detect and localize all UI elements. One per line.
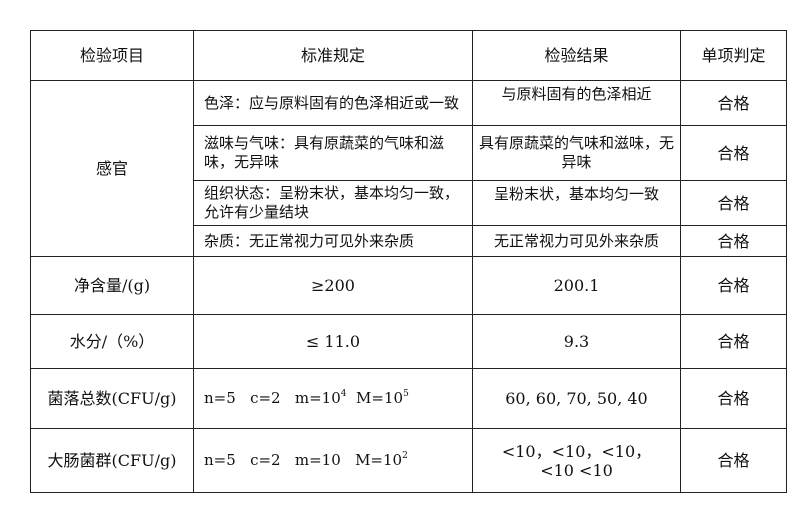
judgment-cell: 合格 (680, 256, 787, 315)
judgment-cell: 合格 (680, 80, 787, 126)
result-cell: 呈粉末状，基本均匀一致 (472, 180, 681, 226)
judgment-cell: 合格 (680, 428, 787, 493)
standard-cell: ≤ 11.0 (193, 314, 473, 369)
header-judgment: 单项判定 (680, 30, 787, 81)
header-result: 检验结果 (472, 30, 681, 81)
judgment-cell: 合格 (680, 368, 787, 429)
result-cell: 与原料固有的色泽相近 (472, 80, 681, 126)
table-row: 组织状态：呈粉末状，基本均匀一致，允许有少量结块 呈粉末状，基本均匀一致 合格 (31, 180, 787, 226)
standard-cell: 色泽：应与原料固有的色泽相近或一致 (193, 80, 473, 126)
inspection-table: 检验项目 标准规定 检验结果 单项判定 感官 色泽：应与原料固有的色泽相近或一致… (30, 30, 787, 493)
header-item: 检验项目 (30, 30, 194, 81)
header-row: 检验项目 标准规定 检验结果 单项判定 (30, 30, 787, 81)
table-row: 净含量/(g) ≥200 200.1 合格 (30, 256, 787, 315)
judgment-cell: 合格 (680, 314, 787, 369)
standard-text: M=10 (346, 389, 404, 407)
exponent: 2 (402, 451, 408, 461)
result-cell: 60, 60, 70, 50, 40 (472, 368, 681, 429)
exponent: 5 (403, 389, 409, 399)
standard-cell: n=5 c=2 m=10 M=102 (193, 428, 473, 493)
item-cell: 菌落总数(CFU/g) (30, 368, 194, 429)
standard-cell: 组织状态：呈粉末状，基本均匀一致，允许有少量结块 (193, 180, 473, 226)
header-standard: 标准规定 (193, 30, 473, 81)
item-cell: 大肠菌群(CFU/g) (30, 428, 194, 493)
sensory-item: 感官 (30, 80, 194, 257)
result-cell: <10，<10，<10，<10 <10 (472, 428, 681, 493)
standard-cell: ≥200 (193, 256, 473, 315)
item-cell: 净含量/(g) (30, 256, 194, 315)
result-cell: 200.1 (472, 256, 681, 315)
table-row: 菌落总数(CFU/g) n=5 c=2 m=104 M=105 60, 60, … (30, 368, 787, 429)
exponent: 4 (340, 389, 347, 399)
judgment-cell: 合格 (680, 125, 787, 181)
result-cell: 9.3 (472, 314, 681, 369)
table-row: 水分/（%） ≤ 11.0 9.3 合格 (30, 314, 787, 369)
table-row: 大肠菌群(CFU/g) n=5 c=2 m=10 M=102 <10，<10，<… (30, 428, 787, 493)
standard-cell: 杂质：无正常视力可见外来杂质 (193, 225, 473, 257)
table-row: 感官 色泽：应与原料固有的色泽相近或一致 与原料固有的色泽相近 合格 (30, 80, 787, 257)
result-cell: 具有原蔬菜的气味和滋味，无异味 (472, 125, 681, 181)
judgment-cell: 合格 (680, 180, 787, 226)
standard-cell: 滋味与气味：具有原蔬菜的气味和滋味，无异味 (193, 125, 473, 181)
judgment-cell: 合格 (680, 225, 787, 257)
result-cell: 无正常视力可见外来杂质 (472, 225, 681, 257)
table-row: 杂质：无正常视力可见外来杂质 无正常视力可见外来杂质 合格 (31, 225, 787, 257)
standard-text: n=5 c=2 m=10 (204, 389, 341, 407)
standard-text: n=5 c=2 m=10 M=10 (204, 451, 403, 469)
standard-cell: n=5 c=2 m=104 M=105 (193, 368, 473, 429)
item-cell: 水分/（%） (30, 314, 194, 369)
table-row: 滋味与气味：具有原蔬菜的气味和滋味，无异味 具有原蔬菜的气味和滋味，无异味 合格 (31, 125, 787, 181)
